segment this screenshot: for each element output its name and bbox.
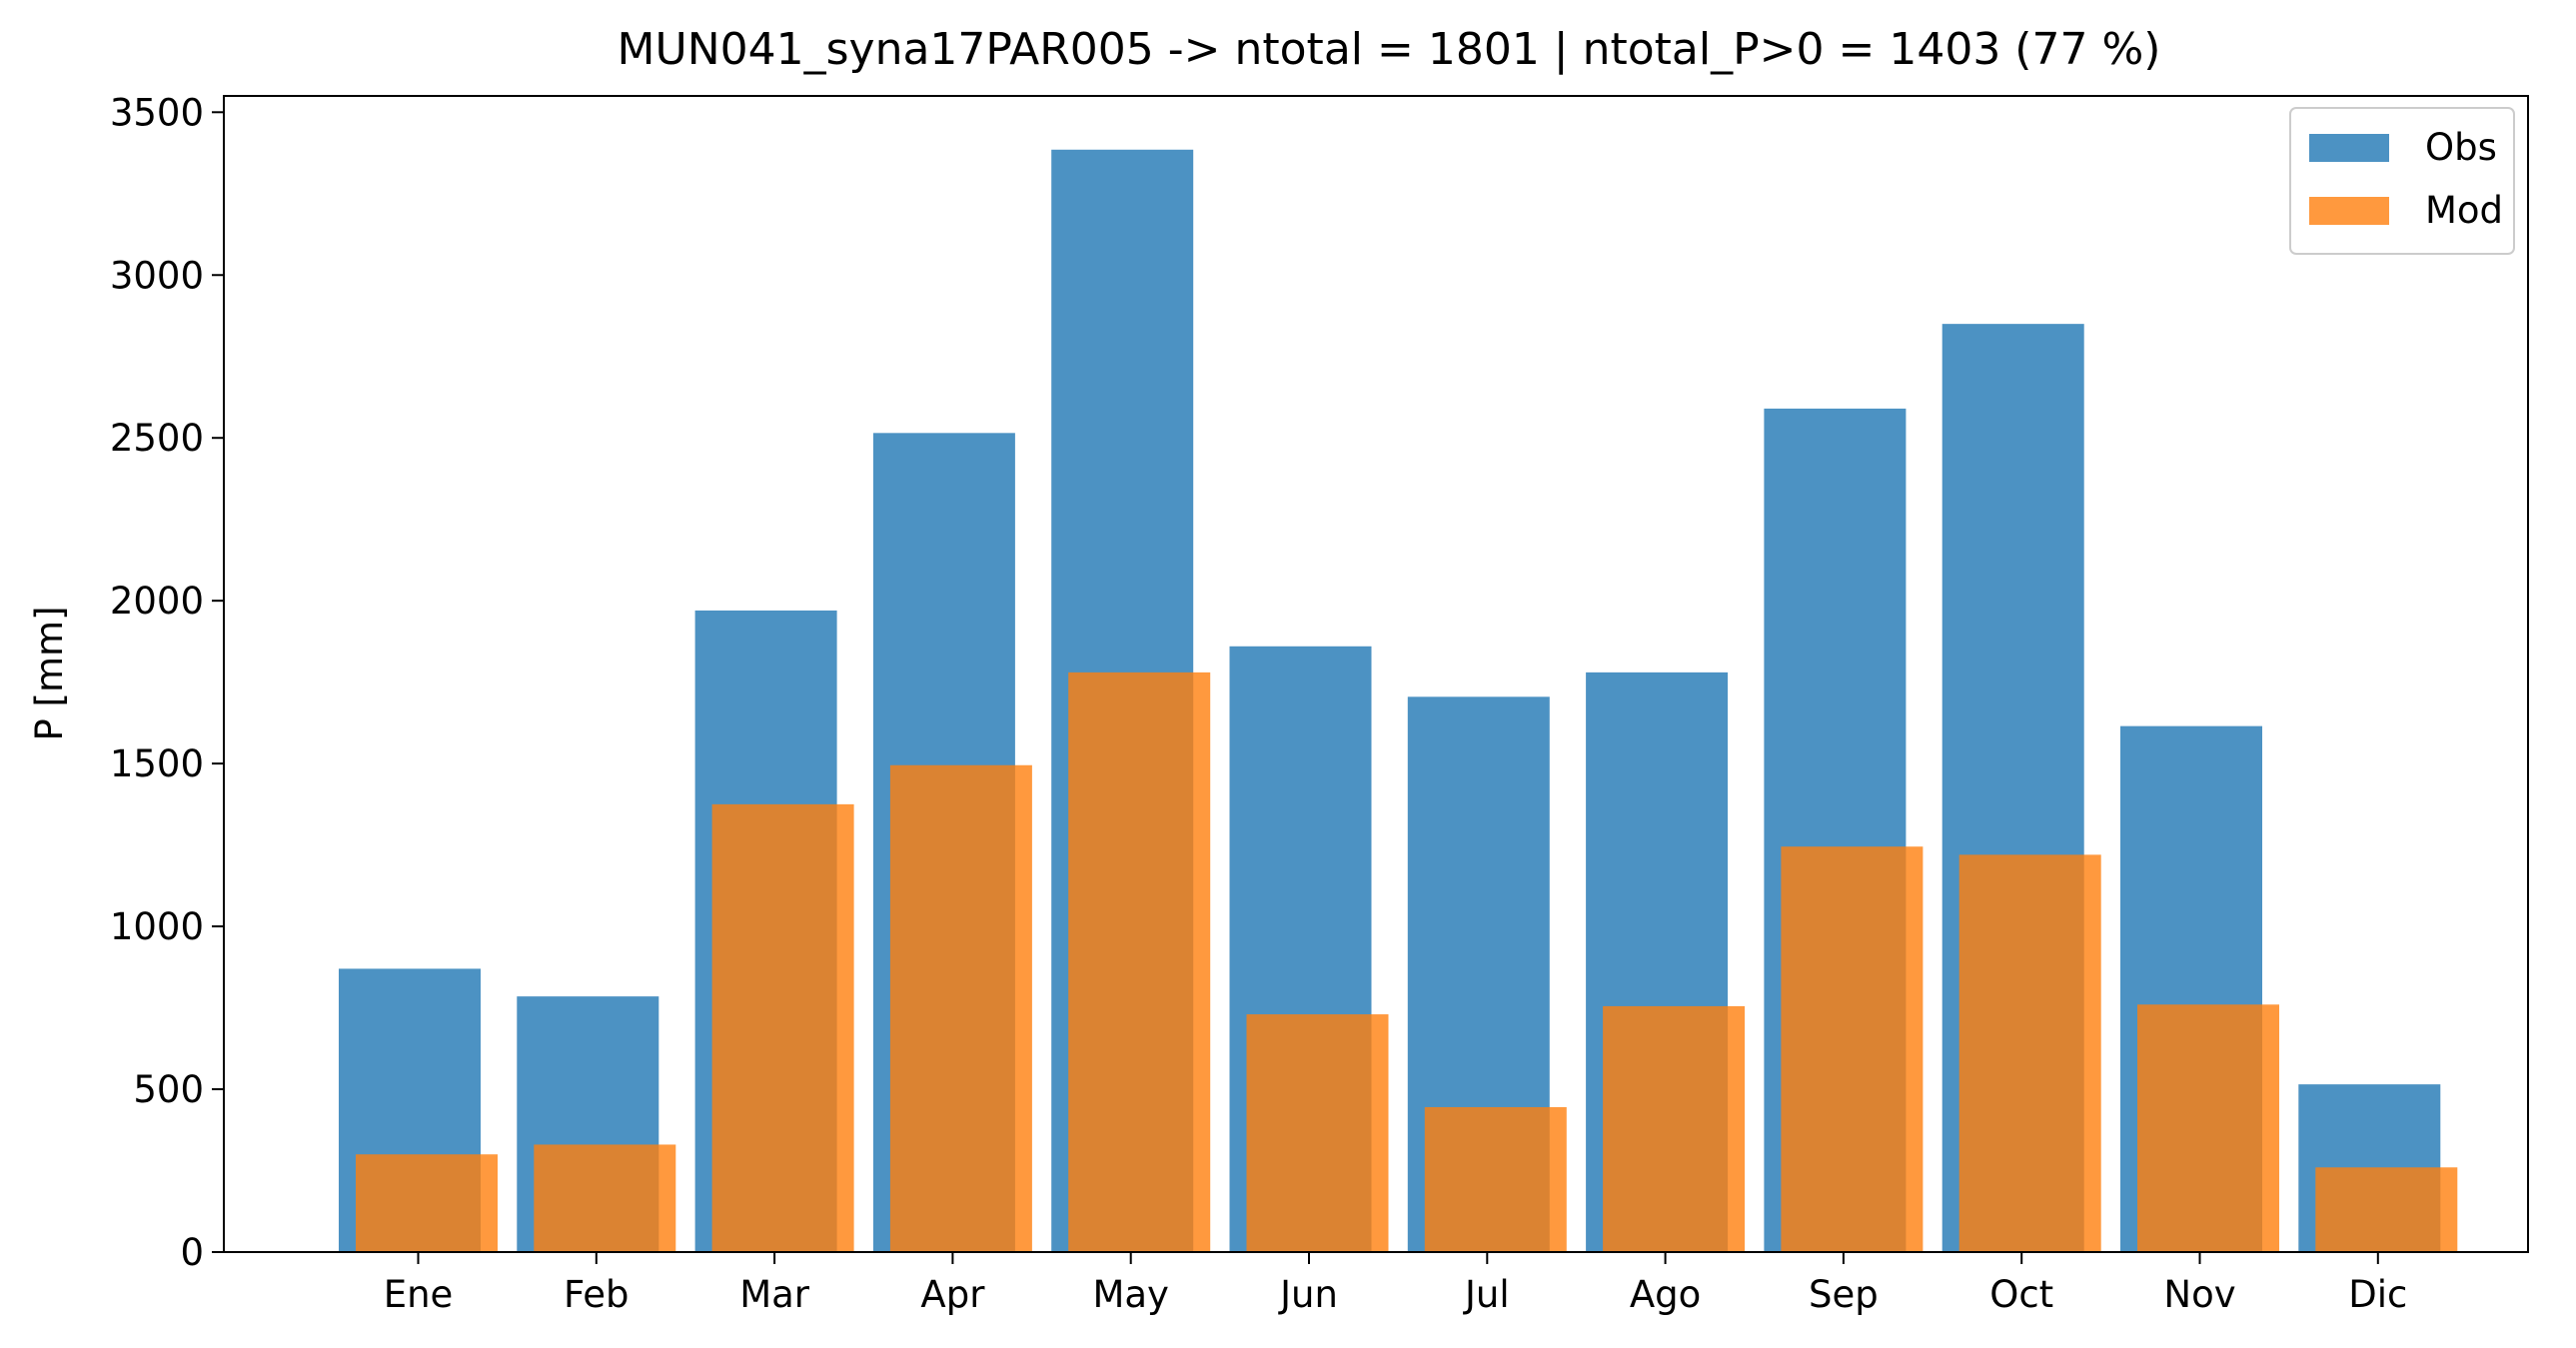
x-tick-label: Sep [1809,1273,1879,1316]
legend-label-obs: Obs [2425,126,2497,169]
x-tick-label: Ago [1630,1273,1701,1316]
x-tick-label: Ene [384,1273,454,1316]
bar-mod-jul [1424,1106,1567,1252]
x-tick-label: Oct [1989,1273,2053,1316]
legend-label-mod: Mod [2425,189,2503,232]
x-axis: Ene Feb Mar Apr May Jun Jul Ago Sep Oct Nov Dic [384,1252,2407,1316]
y-axis-label: P [mm] [28,606,71,740]
bar-mod-mar [711,803,854,1252]
y-tick-label: 2500 [110,417,204,460]
x-tick-label: Nov [2163,1273,2235,1316]
plot-area: 0 500 1000 1500 2000 2500 3000 3500 Ene Feb Mar Ap… [110,91,2529,1316]
x-tick-label: May [1092,1273,1169,1316]
y-axis: 0 500 1000 1500 2000 2500 3000 3500 [110,91,224,1274]
bars [339,149,2458,1253]
x-tick-label: Jul [1463,1273,1510,1316]
y-tick-label: 1500 [110,742,204,785]
x-tick-label: Jun [1278,1273,1338,1316]
bar-mod-jun [1246,1014,1389,1252]
chart-title: MUN041_syna17PAR005 -> ntotal = 1801 | n… [618,24,2161,75]
x-tick-label: Apr [920,1273,985,1316]
x-tick-label: Feb [564,1273,630,1316]
bar-mod-may [1068,672,1211,1252]
bar-mod-sep [1781,846,1924,1252]
y-tick-label: 3500 [110,91,204,134]
bar-mod-oct [1958,854,2101,1252]
bar-mod-dic [2315,1167,2458,1252]
plot-frame [223,95,2529,1253]
bar-mod-nov [2137,1004,2279,1252]
bar-mod-feb [534,1144,676,1252]
y-tick-label: 1000 [110,905,204,948]
bar-mod-ene [356,1154,498,1252]
legend: Obs Mod [2289,107,2515,255]
bar-mod-apr [889,764,1032,1252]
y-tick-label: 0 [180,1231,204,1274]
y-tick-label: 3000 [110,254,204,297]
y-tick-label: 2000 [110,580,204,623]
y-tick-label: 500 [133,1068,204,1111]
bar-mod-ago [1603,1005,1746,1252]
legend-swatch-mod [2309,197,2389,225]
x-tick-label: Dic [2348,1273,2407,1316]
legend-swatch-obs [2309,134,2389,162]
x-tick-label: Mar [739,1273,810,1316]
